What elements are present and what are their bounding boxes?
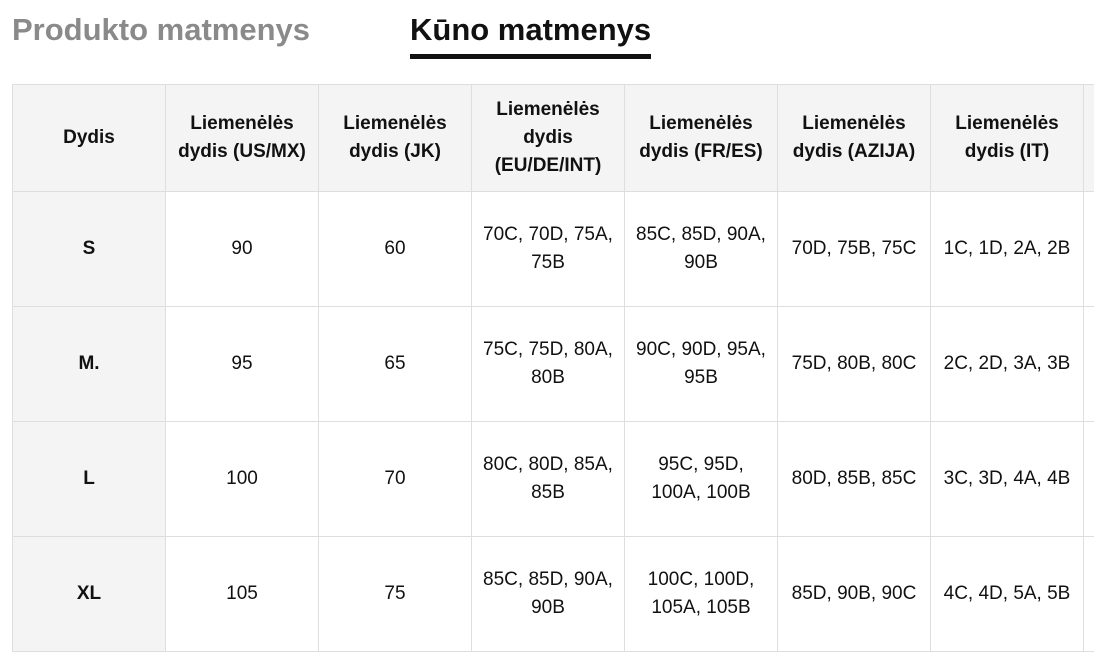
table-cell <box>1083 421 1094 537</box>
size-table: Dydis Liemenėlės dydis (US/MX) Liemenėlė… <box>12 84 1094 652</box>
table-cell: 85D, 90B, 90C <box>777 536 931 652</box>
table-cell: 2C, 2D, 3A, 3B <box>930 306 1084 422</box>
table-cell: 80D, 85B, 85C <box>777 421 931 537</box>
table-cell: 85C, 85D, 90A, 90B <box>624 191 778 307</box>
table-cell: 75D, 80B, 80C <box>777 306 931 422</box>
header-it: Liemenėlės dydis (IT) <box>930 84 1084 192</box>
header-asia: Liemenėlės dydis (AZIJA) <box>777 84 931 192</box>
table-cell <box>1083 191 1094 307</box>
table-row: L 100 70 80C, 80D, 85A, 85B 95C, 95D, 10… <box>12 421 1094 537</box>
header-uk: Liemenėlės dydis (JK) <box>318 84 472 192</box>
table-cell: 60 <box>318 191 472 307</box>
row-size-label: XL <box>12 536 166 652</box>
table-cell: 95 <box>165 306 319 422</box>
table-cell: 100C, 100D, 105A, 105B <box>624 536 778 652</box>
table-cell: 95C, 95D, 100A, 100B <box>624 421 778 537</box>
measurement-tabs: Produkto matmenys Kūno matmenys <box>0 0 1094 80</box>
table-row: S 90 60 70C, 70D, 75A, 75B 85C, 85D, 90A… <box>12 191 1094 307</box>
table-cell: 75 <box>318 536 472 652</box>
row-size-label: L <box>12 421 166 537</box>
table-cell: 80C, 80D, 85A, 85B <box>471 421 625 537</box>
table-cell: 90C, 90D, 95A, 95B <box>624 306 778 422</box>
header-us-mx: Liemenėlės dydis (US/MX) <box>165 84 319 192</box>
table-cell: 4C, 4D, 5A, 5B <box>930 536 1084 652</box>
tab-product-measurements[interactable]: Produkto matmenys <box>12 12 311 47</box>
table-row: XL 105 75 85C, 85D, 90A, 90B 100C, 100D,… <box>12 536 1094 652</box>
table-cell: 85C, 85D, 90A, 90B <box>471 536 625 652</box>
row-size-label: M. <box>12 306 166 422</box>
table-cell: 75C, 75D, 80A, 80B <box>471 306 625 422</box>
table-header-row: Dydis Liemenėlės dydis (US/MX) Liemenėlė… <box>12 84 1094 192</box>
table-cell <box>1083 306 1094 422</box>
size-table-container: Dydis Liemenėlės dydis (US/MX) Liemenėlė… <box>12 84 1094 652</box>
header-eu: Liemenėlės dydis (EU/DE/INT) <box>471 84 625 192</box>
table-cell: 70 <box>318 421 472 537</box>
table-cell: 65 <box>318 306 472 422</box>
table-cell: 3C, 3D, 4A, 4B <box>930 421 1084 537</box>
table-cell: 70D, 75B, 75C <box>777 191 931 307</box>
table-cell <box>1083 536 1094 652</box>
table-cell: 105 <box>165 536 319 652</box>
header-fr-es: Liemenėlės dydis (FR/ES) <box>624 84 778 192</box>
header-extra <box>1083 84 1094 192</box>
header-size: Dydis <box>12 84 166 192</box>
tab-body-measurements[interactable]: Kūno matmenys <box>410 10 652 59</box>
table-row: M. 95 65 75C, 75D, 80A, 80B 90C, 90D, 95… <box>12 306 1094 422</box>
table-cell: 90 <box>165 191 319 307</box>
table-cell: 100 <box>165 421 319 537</box>
table-cell: 70C, 70D, 75A, 75B <box>471 191 625 307</box>
table-cell: 1C, 1D, 2A, 2B <box>930 191 1084 307</box>
row-size-label: S <box>12 191 166 307</box>
